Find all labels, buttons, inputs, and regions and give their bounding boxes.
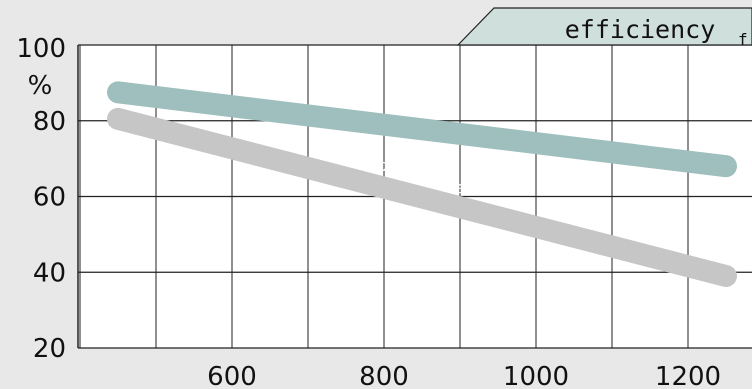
y-tick-label: 60 [33,183,66,213]
x-tick-label: 1200 [655,362,721,389]
x-tick-label: 1000 [503,362,569,389]
series-line-2 [107,107,737,288]
y-axis-unit: % [28,71,53,101]
y-tick-label: 40 [33,258,66,288]
x-axis-ticks: 600 800 1000 1200 [207,362,721,389]
y-axis-ticks: 20 40 60 80 100 [16,34,66,364]
y-tick-label: 100 [16,34,66,64]
series-group [107,81,737,288]
title-tab [456,7,752,46]
chart-title: efficiency [565,15,716,44]
title-clipped-text: f [738,30,748,49]
x-tick-label: 600 [207,362,257,389]
y-tick-label: 20 [33,334,66,364]
series-line-1 [107,81,737,178]
y-tick-label: 80 [33,107,66,137]
x-tick-label: 800 [359,362,409,389]
